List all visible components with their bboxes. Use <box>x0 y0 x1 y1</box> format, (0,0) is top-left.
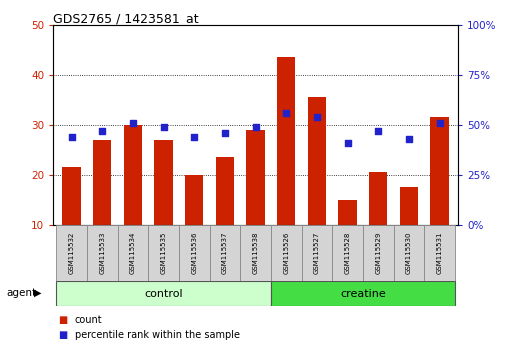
Bar <box>215 157 234 225</box>
Text: creatine: creatine <box>339 289 385 299</box>
Bar <box>393 225 423 281</box>
Bar <box>399 187 417 225</box>
Text: GSM115536: GSM115536 <box>191 232 197 274</box>
Point <box>282 110 290 116</box>
Text: GSM115532: GSM115532 <box>68 232 74 274</box>
Point <box>220 130 228 136</box>
Bar <box>368 172 387 225</box>
Point <box>343 140 351 145</box>
Bar <box>56 281 270 306</box>
Bar <box>185 175 203 225</box>
Text: GSM115529: GSM115529 <box>374 232 380 274</box>
Bar <box>178 225 209 281</box>
Text: percentile rank within the sample: percentile rank within the sample <box>75 330 239 339</box>
Point <box>67 134 75 139</box>
Bar <box>362 225 393 281</box>
Bar <box>423 225 454 281</box>
Bar <box>270 225 301 281</box>
Text: GSM115535: GSM115535 <box>160 232 166 274</box>
Bar <box>62 167 81 225</box>
Point <box>435 120 443 126</box>
Bar <box>338 200 356 225</box>
Text: GSM115530: GSM115530 <box>405 232 411 274</box>
Bar <box>270 281 454 306</box>
Text: GSM115537: GSM115537 <box>221 232 227 274</box>
Bar <box>240 225 270 281</box>
Bar <box>56 225 87 281</box>
Text: control: control <box>144 289 182 299</box>
Text: ■: ■ <box>58 315 67 325</box>
Text: GSM115526: GSM115526 <box>283 232 289 274</box>
Text: GSM115528: GSM115528 <box>344 232 350 274</box>
Text: GSM115531: GSM115531 <box>436 232 442 274</box>
Bar <box>148 225 178 281</box>
Bar <box>246 130 264 225</box>
Text: GSM115534: GSM115534 <box>130 232 136 274</box>
Point <box>251 124 259 130</box>
Bar <box>87 225 117 281</box>
Text: ▶: ▶ <box>34 288 42 298</box>
Text: GSM115538: GSM115538 <box>252 232 258 274</box>
Bar <box>276 57 295 225</box>
Text: agent: agent <box>6 288 36 298</box>
Bar <box>123 125 142 225</box>
Bar <box>209 225 240 281</box>
Bar <box>332 225 362 281</box>
Text: GSM115533: GSM115533 <box>99 232 105 274</box>
Text: GSM115527: GSM115527 <box>313 232 319 274</box>
Bar <box>301 225 332 281</box>
Point <box>404 136 412 142</box>
Bar <box>307 97 325 225</box>
Point <box>190 134 198 139</box>
Text: GDS2765 / 1423581_at: GDS2765 / 1423581_at <box>53 12 198 25</box>
Bar <box>117 225 148 281</box>
Text: ■: ■ <box>58 330 67 339</box>
Point <box>312 114 320 120</box>
Bar <box>154 140 172 225</box>
Text: count: count <box>75 315 103 325</box>
Point <box>98 128 106 133</box>
Point <box>159 124 167 130</box>
Point <box>373 128 381 133</box>
Bar <box>93 140 111 225</box>
Bar <box>429 117 448 225</box>
Point <box>129 120 137 126</box>
